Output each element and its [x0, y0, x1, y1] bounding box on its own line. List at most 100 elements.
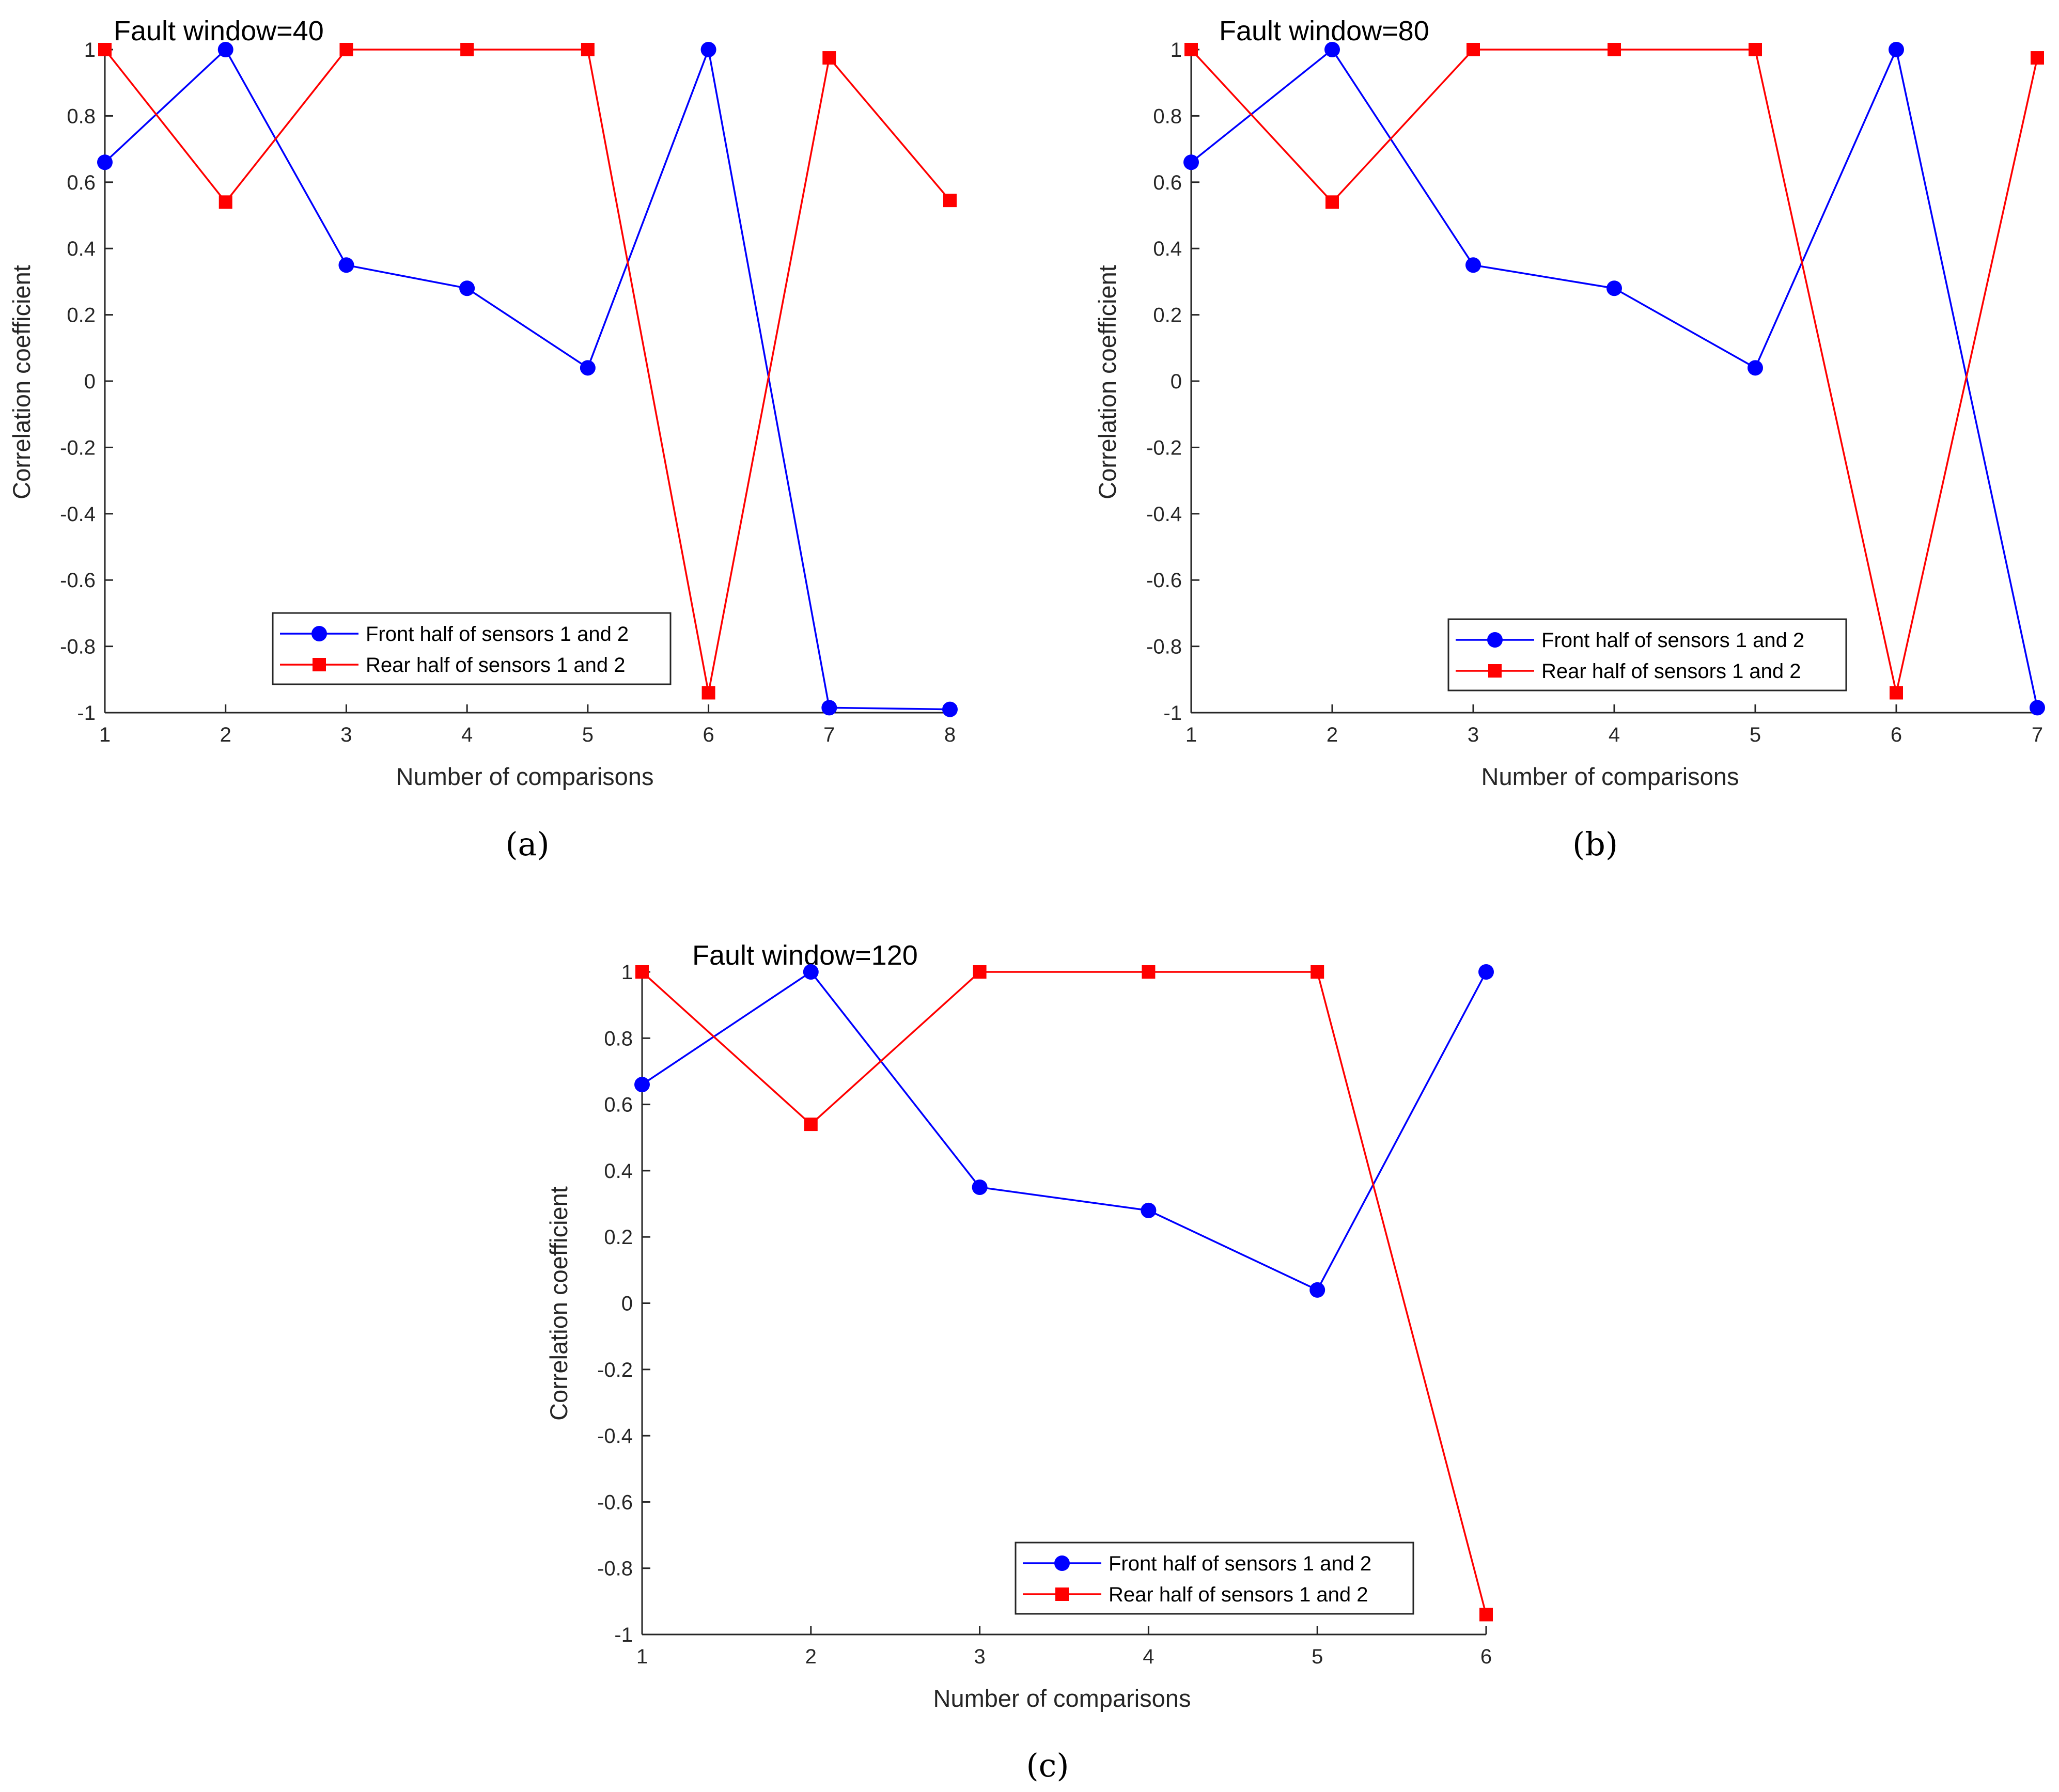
x-tick-label: 3: [340, 724, 352, 746]
data-point: [821, 700, 837, 716]
data-point: [97, 154, 113, 170]
legend-marker: [1054, 1555, 1070, 1571]
legend-box: [1447, 618, 1847, 691]
legend-marker: [311, 626, 327, 641]
panel-caption: (b): [1572, 825, 1618, 863]
x-tick-label: 2: [805, 1645, 817, 1668]
series-rear-half: [98, 43, 957, 700]
y-tick-label: -0.8: [60, 636, 96, 658]
data-point: [1465, 257, 1481, 273]
legend-label: Rear half of sensors 1 and 2: [1541, 660, 1801, 683]
y-tick-label: 0.8: [67, 105, 96, 128]
legend-label: Rear half of sensors 1 and 2: [366, 654, 626, 677]
data-point: [460, 43, 474, 56]
data-point: [942, 701, 958, 717]
y-tick-label: 0.6: [1153, 171, 1182, 194]
series-front-half: [1183, 42, 2045, 716]
data-point: [1889, 42, 1904, 57]
x-tick-label: 1: [636, 1645, 648, 1668]
legend-marker: [1487, 632, 1503, 648]
y-axis-label: Correlation coefficient: [1094, 265, 1121, 499]
data-point: [1309, 1282, 1325, 1298]
legend-label: Front half of sensors 1 and 2: [1541, 629, 1804, 652]
y-tick-label: 1: [621, 961, 633, 984]
x-tick-label: 2: [220, 724, 231, 746]
y-tick-label: 0.2: [1153, 304, 1182, 327]
x-tick-label: 4: [1143, 1645, 1154, 1668]
x-tick-label: 4: [1609, 724, 1620, 746]
data-point: [700, 42, 716, 57]
y-tick-label: -0.6: [60, 569, 96, 592]
series-line: [641, 971, 1487, 1615]
y-tick-label: 1: [84, 39, 96, 61]
x-tick-label: 6: [703, 724, 714, 746]
x-tick-label: 5: [1312, 1645, 1323, 1668]
chart-title: Fault window=40: [114, 15, 324, 46]
data-point: [2030, 700, 2045, 716]
data-point: [1467, 43, 1480, 56]
x-tick-label: 7: [823, 724, 835, 746]
chart-panel-2: 1 2 3 4 5 6 7 1 0.8 0.6 0.4 0.2 0 -0.2 -0.4 -0.6 -0.8 -1 N…: [1094, 15, 2045, 863]
y-tick-label: 1: [1171, 39, 1182, 61]
y-tick-label: 0.6: [604, 1094, 633, 1117]
data-point: [1748, 360, 1763, 376]
x-tick-label: 5: [1750, 724, 1761, 746]
series-line: [1190, 49, 2038, 693]
data-point: [1141, 1202, 1157, 1218]
y-tick-label: -1: [614, 1624, 633, 1646]
chart-panel-3: 1 2 3 4 5 6 1 0.8 0.6 0.4 0.2 0 -0.2 -0.4 -0.6 -0.8 -1 Nu…: [545, 940, 1494, 1784]
y-tick-label: -1: [77, 702, 96, 725]
x-axis-label: Number of comparisons: [933, 1685, 1191, 1712]
y-tick-label: 0.2: [604, 1226, 633, 1249]
data-point: [2031, 51, 2044, 65]
y-tick-label: 0.6: [67, 171, 96, 194]
series-rear-half: [635, 965, 1493, 1622]
legend-box: [1015, 1542, 1414, 1615]
data-point: [1184, 43, 1198, 56]
legend-label: Front half of sensors 1 and 2: [1109, 1552, 1371, 1575]
data-point: [634, 1077, 650, 1093]
y-tick-label: -0.4: [597, 1425, 633, 1448]
data-point: [1606, 280, 1622, 296]
chart-title: Fault window=120: [692, 940, 918, 971]
data-point: [459, 280, 475, 296]
x-tick-label: 4: [461, 724, 473, 746]
y-tick-label: -0.6: [1146, 569, 1182, 592]
x-tick-label: 5: [582, 724, 594, 746]
y-tick-label: -0.4: [1146, 503, 1182, 526]
data-point: [217, 42, 233, 57]
data-point: [580, 360, 596, 376]
legend: Front half of sensors 1 and 2 Rear half o…: [1447, 618, 1847, 691]
series-front-half: [634, 964, 1494, 1298]
y-tick-label: 0.4: [67, 238, 96, 260]
y-tick-label: -0.6: [597, 1491, 633, 1514]
y-tick-label: -0.8: [597, 1558, 633, 1580]
data-point: [339, 43, 353, 56]
data-point: [1608, 43, 1621, 56]
y-tick-label: -0.4: [60, 503, 96, 526]
series-line: [1190, 46, 2038, 708]
legend-label: Rear half of sensors 1 and 2: [1109, 1583, 1368, 1606]
legend-marker: [313, 658, 326, 671]
y-axis-label: Correlation coefficient: [545, 1186, 572, 1421]
data-point: [219, 195, 232, 209]
data-point: [943, 194, 957, 208]
x-tick-label: 7: [2032, 724, 2043, 746]
series-line: [642, 970, 1487, 1292]
legend-marker: [1488, 664, 1502, 678]
data-point: [701, 686, 715, 700]
data-point: [1890, 686, 1903, 700]
data-point: [635, 965, 649, 979]
y-tick-label: 0.4: [604, 1160, 633, 1183]
legend: Front half of sensors 1 and 2 Rear half o…: [1015, 1542, 1414, 1615]
data-point: [803, 964, 819, 980]
y-tick-label: 0: [621, 1293, 633, 1315]
chart-title: Fault window=80: [1219, 15, 1429, 46]
y-tick-label: 0: [1171, 370, 1182, 393]
x-axis-label: Number of comparisons: [1481, 763, 1739, 790]
chart-panel-1: 1 2 3 4 5 6 7 8 1 0.8 0.6 0.4 0.2 0 -0.2 -0.4 -0.6 -0.8 -1…: [8, 15, 958, 863]
y-tick-label: 0: [84, 370, 96, 393]
data-point: [1478, 964, 1494, 980]
y-axis-label: Correlation coefficient: [8, 265, 35, 499]
